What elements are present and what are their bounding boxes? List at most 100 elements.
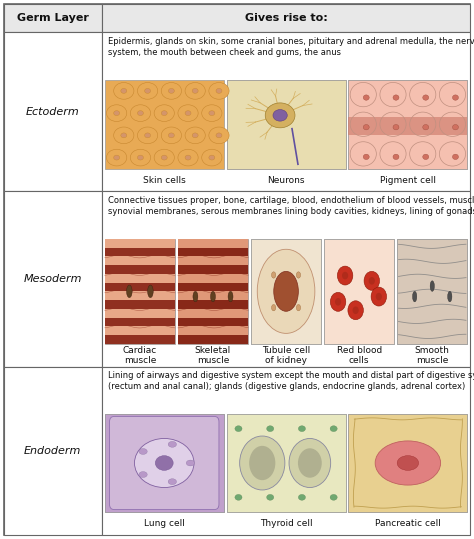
Text: Lining of airways and digestive system except the mouth and distal part of diges: Lining of airways and digestive system e… — [108, 371, 474, 391]
Text: Gives rise to:: Gives rise to: — [245, 13, 328, 23]
Text: Tubule cell
of kidney: Tubule cell of kidney — [262, 345, 310, 365]
Text: Lung cell: Lung cell — [144, 519, 185, 528]
Bar — [105, 282, 175, 291]
Ellipse shape — [130, 105, 151, 121]
Text: Pigment cell: Pigment cell — [380, 176, 436, 184]
Bar — [4, 367, 102, 535]
Ellipse shape — [228, 291, 233, 302]
Ellipse shape — [130, 149, 151, 166]
Text: Mesoderm: Mesoderm — [24, 274, 82, 284]
Ellipse shape — [185, 82, 205, 99]
Ellipse shape — [161, 110, 167, 115]
Bar — [178, 265, 248, 274]
Bar — [348, 117, 467, 135]
Bar — [102, 4, 470, 32]
Bar — [251, 239, 321, 344]
Text: Ectoderm: Ectoderm — [26, 107, 80, 117]
Text: Germ Layer: Germ Layer — [17, 13, 89, 23]
Ellipse shape — [423, 95, 428, 100]
Ellipse shape — [154, 149, 174, 166]
Ellipse shape — [298, 448, 322, 478]
Ellipse shape — [430, 281, 434, 291]
Ellipse shape — [289, 439, 331, 487]
Bar — [324, 239, 394, 344]
Bar — [348, 80, 467, 169]
Ellipse shape — [272, 305, 276, 311]
Ellipse shape — [127, 285, 132, 298]
Text: Smooth
muscle: Smooth muscle — [415, 345, 450, 365]
Ellipse shape — [296, 305, 301, 311]
Ellipse shape — [168, 479, 176, 485]
Ellipse shape — [161, 82, 182, 99]
Ellipse shape — [168, 133, 174, 138]
Ellipse shape — [397, 455, 419, 471]
Ellipse shape — [235, 426, 242, 432]
Ellipse shape — [273, 109, 287, 121]
Bar — [4, 191, 102, 367]
FancyBboxPatch shape — [109, 417, 219, 509]
Ellipse shape — [168, 88, 174, 93]
Ellipse shape — [393, 125, 399, 130]
Bar — [105, 239, 175, 247]
Bar — [105, 317, 175, 326]
Ellipse shape — [298, 426, 305, 432]
Ellipse shape — [154, 105, 174, 121]
Ellipse shape — [178, 149, 198, 166]
Ellipse shape — [202, 105, 222, 121]
Bar — [4, 32, 102, 191]
Ellipse shape — [185, 155, 191, 160]
Text: Endoderm: Endoderm — [24, 446, 82, 455]
Ellipse shape — [114, 155, 119, 160]
Ellipse shape — [363, 154, 369, 160]
Ellipse shape — [137, 155, 144, 160]
Bar — [178, 291, 248, 300]
Ellipse shape — [423, 154, 428, 160]
Ellipse shape — [375, 441, 441, 485]
Ellipse shape — [363, 125, 369, 130]
Ellipse shape — [363, 95, 369, 100]
Bar — [105, 247, 175, 257]
Bar — [105, 257, 175, 265]
Ellipse shape — [107, 105, 127, 121]
Ellipse shape — [267, 426, 274, 432]
Ellipse shape — [353, 307, 359, 314]
Ellipse shape — [235, 494, 242, 500]
Text: Neurons: Neurons — [267, 176, 305, 184]
Ellipse shape — [202, 149, 222, 166]
Bar — [105, 309, 175, 317]
Bar — [178, 326, 248, 335]
Ellipse shape — [298, 494, 305, 500]
Ellipse shape — [393, 154, 399, 160]
Bar — [178, 239, 248, 247]
Bar — [105, 265, 175, 274]
Bar — [348, 414, 467, 512]
Ellipse shape — [145, 88, 151, 93]
Ellipse shape — [137, 127, 158, 144]
Ellipse shape — [209, 155, 215, 160]
Bar — [251, 239, 321, 344]
Ellipse shape — [249, 446, 275, 480]
Ellipse shape — [185, 110, 191, 115]
Ellipse shape — [192, 88, 198, 93]
Ellipse shape — [376, 293, 382, 300]
Ellipse shape — [265, 103, 295, 128]
Bar — [227, 80, 346, 169]
Ellipse shape — [186, 460, 195, 466]
Bar — [178, 239, 248, 344]
Ellipse shape — [137, 82, 158, 99]
Bar — [105, 414, 224, 512]
Bar — [227, 80, 346, 169]
Ellipse shape — [330, 494, 337, 500]
Ellipse shape — [337, 266, 353, 285]
Bar — [178, 274, 248, 282]
Bar — [105, 274, 175, 282]
Bar — [105, 326, 175, 335]
Bar — [105, 335, 175, 344]
Bar — [178, 282, 248, 291]
Ellipse shape — [209, 110, 215, 115]
Ellipse shape — [209, 82, 229, 99]
Ellipse shape — [216, 133, 222, 138]
Bar — [105, 300, 175, 309]
Text: Red blood
cells: Red blood cells — [337, 345, 382, 365]
Ellipse shape — [348, 301, 364, 320]
